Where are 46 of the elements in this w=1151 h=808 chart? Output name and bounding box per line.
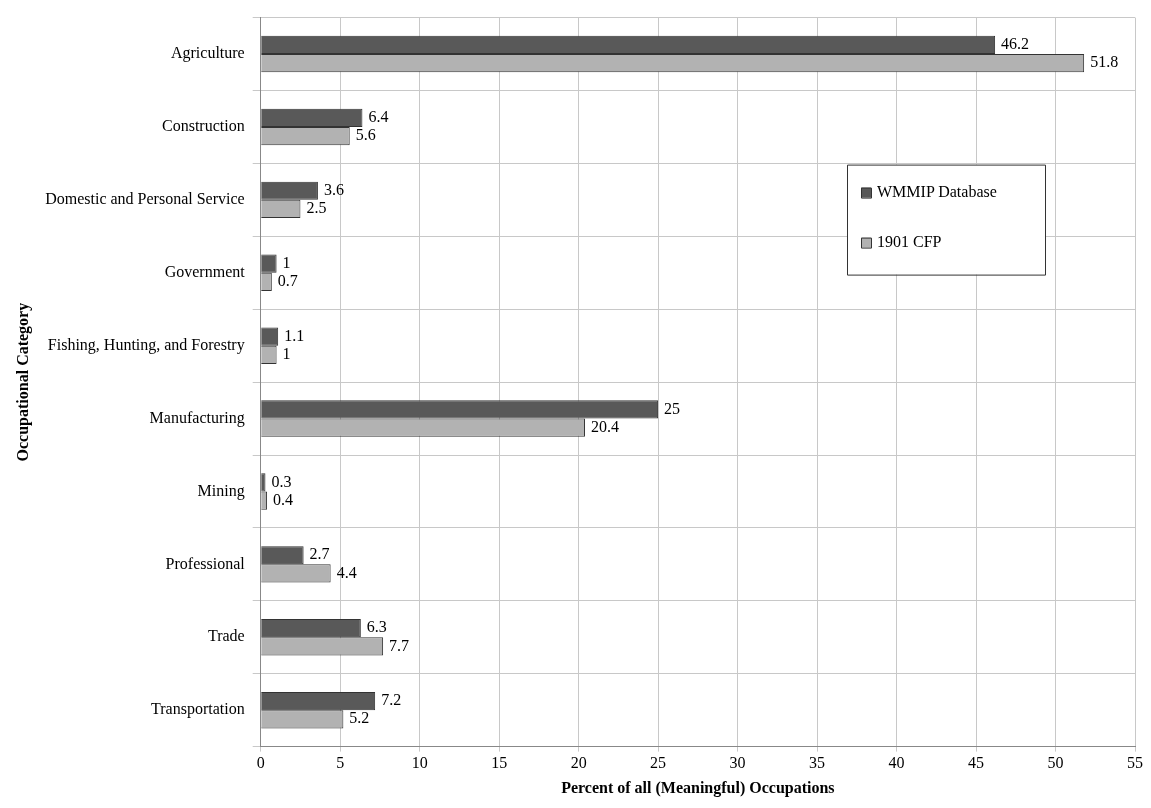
x-tick-label: 15 [491, 754, 508, 772]
y-tick-label: Domestic and Personal Service [45, 190, 245, 208]
y-tick-label: Construction [162, 117, 245, 135]
data-label: 20.4 [590, 417, 619, 435]
data-label: 1.1 [284, 326, 305, 344]
x-axis-title: Percent of all (Meaningful) Occupations [561, 778, 835, 797]
y-tick-label: Mining [197, 481, 245, 500]
x-tick-label: 35 [809, 754, 826, 772]
data-label: 6.3 [366, 618, 387, 636]
x-tick-label: 50 [1047, 754, 1064, 772]
y-tick-label: Government [164, 262, 246, 280]
x-tick-label: 20 [570, 754, 587, 772]
y-tick-label: Manufacturing [149, 408, 245, 427]
y-tick-label: Fishing, Hunting, and Forestry [47, 335, 245, 354]
x-tick-label: 45 [968, 754, 985, 772]
data-label: 25 [664, 399, 681, 417]
x-tick-label: 0 [256, 754, 265, 772]
y-axis-title: Occupational Category [13, 302, 32, 462]
data-label: 5.6 [355, 126, 376, 144]
y-tick-label: Professional [165, 554, 246, 572]
data-label: 6.4 [368, 108, 389, 126]
x-tick-label: 55 [1127, 754, 1143, 772]
y-tick-label: Agriculture [170, 44, 245, 63]
data-label: 46.2 [1001, 35, 1030, 53]
data-label: 1 [282, 344, 291, 362]
data-label: 2.5 [306, 199, 327, 217]
x-tick-label: 25 [650, 754, 667, 772]
x-tick-label: 10 [411, 754, 428, 772]
data-label: 7.7 [389, 636, 410, 654]
data-label: 2.7 [309, 545, 330, 563]
data-label: 3.6 [323, 180, 344, 198]
data-label: 7.2 [381, 691, 402, 709]
y-tick-label: Transportation [151, 700, 245, 719]
data-label: 0.4 [273, 490, 294, 508]
data-label: 5.2 [349, 709, 370, 727]
data-label: 0.3 [271, 472, 292, 490]
x-tick-label: 40 [888, 754, 905, 772]
x-tick-label: 30 [729, 754, 746, 772]
x-tick-label: 5 [336, 754, 345, 772]
legend-label: WMMIP Database [877, 182, 997, 200]
data-label: 1 [282, 253, 291, 271]
legend-label: 1901 CFP [877, 232, 942, 250]
data-label: 4.4 [336, 563, 357, 581]
data-label: 51.8 [1090, 53, 1119, 71]
data-label: 0.7 [277, 272, 298, 290]
y-tick-label: Trade [207, 627, 245, 645]
